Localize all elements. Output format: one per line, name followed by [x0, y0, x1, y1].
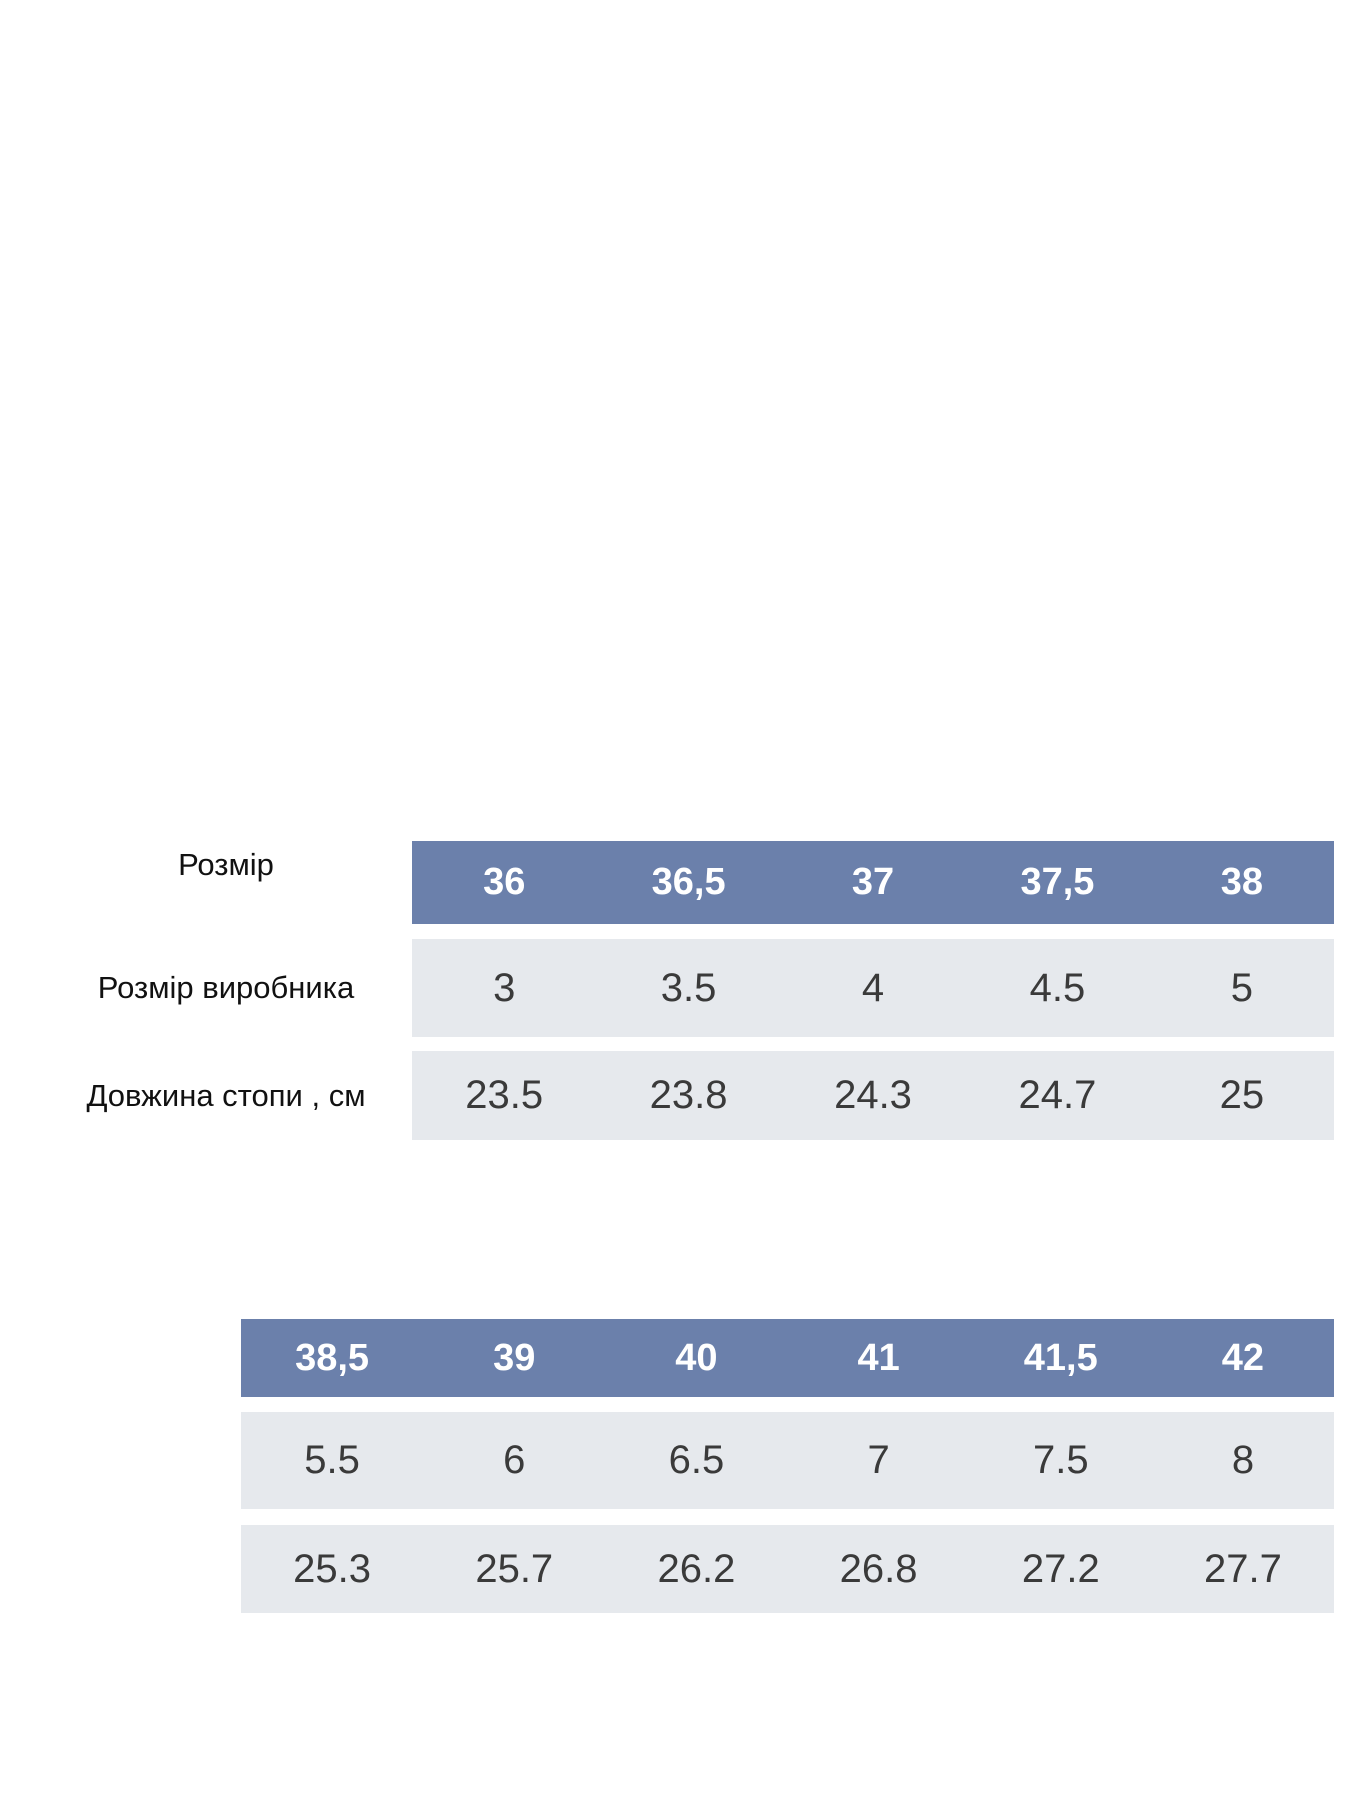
- table-row: 23.5 23.8 24.3 24.7 25: [412, 1051, 1334, 1140]
- table-cell: 4.5: [1029, 965, 1086, 1010]
- table-cell: 25.7: [475, 1546, 554, 1591]
- table-row: 25.3 25.7 26.2 26.8 27.2 27.7: [241, 1525, 1334, 1613]
- table-cell: 7.5: [1032, 1438, 1089, 1482]
- table-cell: 6.5: [668, 1438, 725, 1482]
- header-cell: 37: [851, 861, 895, 903]
- table-cell: 8: [1231, 1438, 1255, 1482]
- header-cell: 42: [1221, 1336, 1265, 1379]
- table-cell: 5: [1230, 965, 1253, 1010]
- table-cell: 6: [503, 1438, 526, 1482]
- header-row: 36 36,5 37 37,5 38: [412, 841, 1334, 924]
- table-cell: 24.3: [834, 1073, 912, 1117]
- row-label: Розмір: [178, 847, 274, 882]
- table-row: 3 3.5 4 4.5 5: [412, 939, 1334, 1037]
- table-cell: 23.5: [465, 1073, 544, 1117]
- table-cell: 24.7: [1018, 1073, 1097, 1117]
- row-label: Розмір виробника: [97, 970, 355, 1005]
- header-cell: 37,5: [1020, 861, 1095, 903]
- table-row: 5.5 6 6.5 7 7.5 8: [241, 1412, 1334, 1509]
- table-cell: 27.7: [1204, 1546, 1282, 1591]
- table-cell: 26.2: [657, 1546, 736, 1591]
- header-cell: 39: [493, 1336, 536, 1379]
- table-cell: 23.8: [649, 1073, 728, 1117]
- table-cell: 7: [867, 1438, 890, 1482]
- header-cell: 38,5: [295, 1336, 370, 1379]
- header-row: 38,5 39 40 41 41,5 42: [241, 1319, 1334, 1397]
- table-cell: 4: [861, 965, 885, 1010]
- table-cell: 26.8: [839, 1546, 918, 1591]
- table-cell: 3.5: [660, 965, 717, 1010]
- header-cell: 36,5: [651, 861, 726, 903]
- table-cell: 25: [1219, 1073, 1265, 1117]
- header-cell: 40: [675, 1336, 718, 1379]
- header-cell: 41,5: [1023, 1336, 1098, 1379]
- table-cell: 27.2: [1021, 1546, 1100, 1591]
- table-cell: 3: [493, 965, 516, 1010]
- row-label: Довжина стопи , см: [86, 1077, 366, 1113]
- header-cell: 36: [483, 861, 526, 903]
- header-cell: 41: [857, 1336, 900, 1379]
- header-cell: 38: [1220, 861, 1263, 903]
- table-cell: 5.5: [304, 1438, 360, 1482]
- table-cell: 25.3: [293, 1546, 372, 1591]
